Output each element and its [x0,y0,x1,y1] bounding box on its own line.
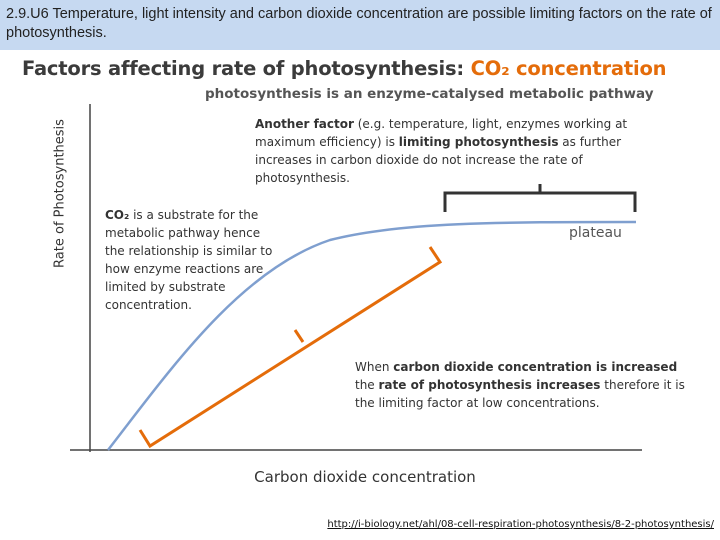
note-segment: (e.g. temperature, light, enzymes workin… [255,117,628,149]
bracket-rising [138,246,443,449]
note-segment: CO₂ [105,208,130,222]
x-axis-label: Carbon dioxide concentration [254,468,476,486]
note-bottom: When carbon dioxide concentration is inc… [355,358,685,412]
y-axis-label: Rate of Photosynthesis [52,119,68,268]
title-text: Factors affecting rate of photosynthesis… [22,57,471,80]
note-segment: limiting photosynthesis [398,135,559,149]
note-segment: When [355,360,394,374]
header-title: 2.9.U6 Temperature, light intensity and … [6,6,712,41]
header-band: 2.9.U6 Temperature, light intensity and … [0,0,720,50]
source-link[interactable]: http://i-biology.net/ahl/08-cell-respira… [327,519,714,530]
plateau-label: plateau [569,225,622,241]
slide-title: Factors affecting rate of photosynthesis… [22,57,667,80]
note-left: CO₂ is a substrate for the metabolic pat… [105,206,283,314]
note-segment: the [355,378,379,392]
note-segment: rate of photosynthesis increases [378,378,601,392]
subtitle: photosynthesis is an enzyme-catalysed me… [205,86,654,102]
note-segment: Another factor [255,117,354,131]
note-segment: as further increases in carbon dioxide d… [255,135,622,185]
curve [107,220,637,451]
note-top: Another factor (e.g. temperature, light,… [255,115,630,187]
title-highlight: CO₂ concentration [470,57,667,80]
bracket-plateau [443,184,637,212]
note-segment: is a substrate for the metabolic pathway… [105,208,273,312]
note-segment: therefore it is the limiting factor at l… [355,378,685,410]
note-segment: carbon dioxide concentration is increase… [393,360,678,374]
